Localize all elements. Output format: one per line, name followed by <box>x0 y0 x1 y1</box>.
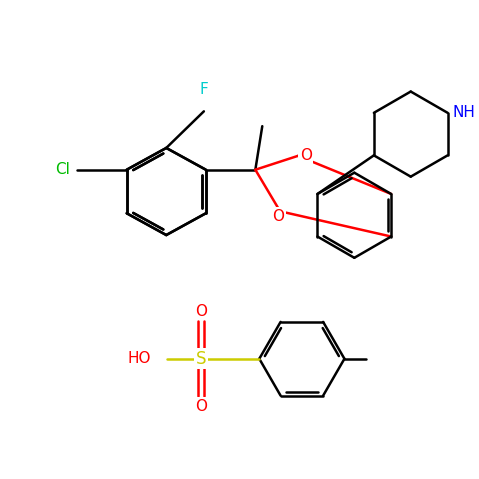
Text: O: O <box>195 304 207 319</box>
Text: S: S <box>195 350 206 368</box>
Text: Cl: Cl <box>55 162 70 177</box>
Text: O: O <box>195 399 207 414</box>
Text: HO: HO <box>128 351 151 366</box>
Text: F: F <box>200 82 208 97</box>
Text: O: O <box>300 148 312 163</box>
Text: NH: NH <box>453 105 476 120</box>
Text: O: O <box>272 209 284 224</box>
